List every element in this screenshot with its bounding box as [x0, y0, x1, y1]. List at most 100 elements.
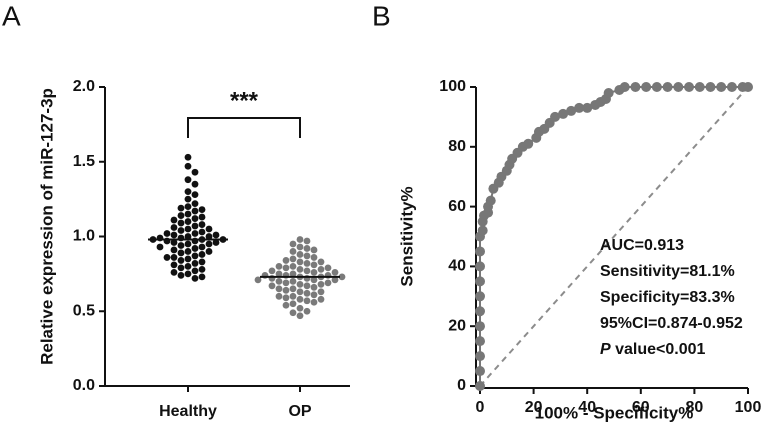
roc-point	[630, 82, 641, 92]
data-dot	[324, 264, 332, 272]
data-dot	[198, 273, 206, 281]
roc-point	[662, 82, 673, 92]
data-dot	[177, 271, 185, 279]
data-dot	[184, 255, 192, 263]
data-dot	[254, 276, 262, 284]
data-dot	[289, 309, 297, 317]
roc-point	[705, 82, 716, 92]
x-tick-label: 100	[735, 399, 762, 416]
data-dot	[163, 230, 171, 237]
data-dot	[289, 248, 297, 255]
y-tick-label: 0	[457, 377, 466, 394]
roc-point	[603, 87, 614, 98]
data-dot	[170, 261, 178, 269]
data-dot	[296, 312, 304, 320]
significance-bracket	[187, 117, 301, 138]
y-tick-label: 60	[448, 198, 466, 215]
data-dot	[303, 282, 311, 290]
roc-point	[485, 195, 496, 206]
data-dot	[191, 252, 199, 260]
roc-point	[475, 366, 485, 377]
data-dot	[184, 240, 192, 248]
panel-label: B	[372, 0, 391, 31]
roc-point	[475, 261, 485, 272]
data-dot	[170, 239, 178, 246]
data-dot	[282, 257, 290, 264]
roc-point	[574, 102, 585, 113]
y-tick-label: 80	[448, 138, 466, 155]
data-dot	[184, 203, 192, 211]
data-dot	[170, 224, 178, 231]
y-tick-label: 1.5	[73, 153, 95, 170]
roc-point	[673, 82, 684, 92]
data-dot	[275, 277, 283, 285]
data-dot	[268, 267, 276, 275]
y-tick-label: 0.0	[73, 377, 95, 394]
data-dot	[317, 265, 325, 273]
data-dot	[303, 297, 311, 305]
data-dot	[296, 258, 304, 266]
data-dot	[177, 204, 185, 212]
roc-point	[475, 381, 485, 391]
data-dot	[191, 222, 199, 230]
roc-point	[694, 82, 705, 92]
roc-point	[475, 351, 485, 362]
data-dot	[170, 231, 178, 239]
roc-point	[684, 82, 695, 92]
data-dot	[310, 276, 318, 284]
data-dot	[191, 260, 199, 267]
data-dot	[156, 243, 164, 251]
data-dot	[289, 263, 297, 270]
data-dot	[184, 233, 192, 240]
data-dot	[296, 251, 304, 258]
data-dot	[191, 274, 199, 282]
data-dot	[289, 270, 297, 278]
data-dot	[289, 277, 297, 285]
data-dot	[310, 261, 318, 269]
data-dot	[303, 307, 311, 315]
data-dot	[275, 285, 283, 293]
data-dot	[184, 153, 192, 161]
data-dot	[275, 270, 283, 278]
data-dot	[296, 295, 304, 303]
data-dot	[191, 245, 199, 252]
roc-point	[726, 82, 737, 92]
data-dot	[170, 246, 178, 254]
data-dot	[212, 231, 220, 239]
data-dot	[296, 304, 304, 312]
data-dot	[289, 300, 297, 308]
data-dot	[303, 245, 311, 252]
data-dot	[191, 180, 199, 188]
data-dot	[184, 188, 192, 196]
data-dot	[198, 228, 206, 236]
data-dot	[331, 268, 339, 276]
y-axis-label: Sensitivity%	[397, 186, 416, 286]
data-dot	[282, 294, 290, 302]
annotation: Sensitivity=81.1%	[600, 263, 735, 280]
x-tick-label: 60	[632, 399, 650, 416]
data-dot	[191, 200, 199, 208]
data-dot	[177, 227, 185, 234]
y-tick-label: 20	[448, 317, 466, 334]
x-tick-label: 0	[476, 399, 485, 416]
roc-point	[566, 105, 577, 116]
data-dot	[184, 270, 192, 278]
x-tick-label: 40	[578, 399, 596, 416]
data-dot	[191, 215, 199, 222]
data-dot	[191, 230, 199, 237]
data-dot	[184, 176, 192, 184]
roc-point	[475, 306, 485, 317]
data-dot	[198, 213, 206, 221]
data-dot	[282, 264, 290, 272]
data-dot	[282, 286, 290, 294]
y-tick-label: 40	[448, 258, 466, 275]
x-tick-label: 20	[525, 399, 543, 416]
y-axis-label: Relative expression of miR-127-3p	[37, 88, 56, 365]
data-dot	[205, 240, 213, 248]
data-dot	[275, 292, 283, 300]
data-dot	[282, 279, 290, 287]
data-dot	[177, 249, 185, 257]
data-dot	[205, 248, 213, 255]
roc-point	[619, 82, 630, 92]
data-dot	[303, 289, 311, 297]
